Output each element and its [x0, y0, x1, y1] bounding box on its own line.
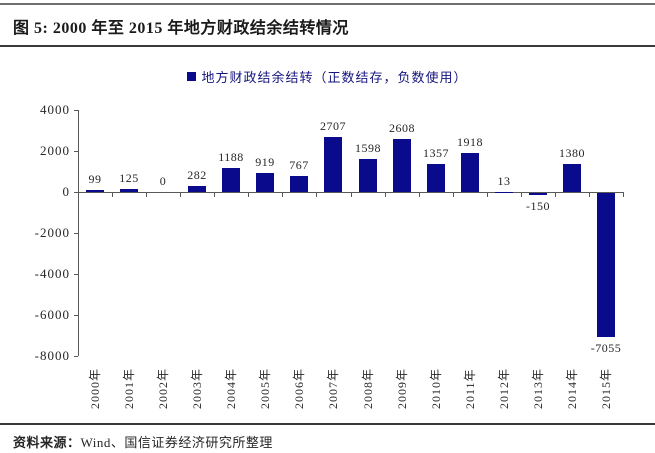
x-axis-tick: [78, 192, 79, 197]
figure-title: 图 5: 2000 年至 2015 年地方财政结余结转情况: [13, 20, 349, 37]
value-label: 2608: [389, 121, 415, 135]
bar-2015年: [597, 193, 615, 337]
title-divider: [0, 45, 655, 47]
top-rule: [0, 3, 655, 5]
x-axis-label: 2008年: [361, 367, 375, 409]
source-line: 资料来源：Wind、国信证券经济研究所整理: [13, 432, 643, 451]
x-axis-tick: [385, 192, 386, 197]
x-axis-label: 2001年: [122, 367, 136, 409]
bar-2001年: [120, 189, 138, 192]
x-axis-tick: [180, 192, 181, 197]
x-axis-tick: [248, 192, 249, 197]
x-axis-label: 2003年: [190, 367, 204, 409]
bar-2010年: [427, 164, 445, 192]
x-axis-label: 2006年: [292, 367, 306, 409]
x-axis-line: [78, 192, 623, 193]
value-label: 125: [119, 171, 139, 185]
value-label: 1380: [559, 146, 585, 160]
value-label: 2707: [320, 119, 346, 133]
value-label: 99: [88, 172, 102, 186]
x-axis-label: 2005年: [258, 367, 272, 409]
legend-label: 地方财政结余结转（正数结存，负数使用）: [201, 69, 468, 85]
value-label: 282: [187, 168, 207, 182]
y-axis-tick: [74, 110, 78, 111]
y-axis-tick: [74, 151, 78, 152]
x-axis-tick: [419, 192, 420, 197]
bar-2013年: [529, 193, 547, 196]
x-axis-tick: [589, 192, 590, 197]
x-axis-label: 2014年: [565, 367, 579, 409]
x-axis-label: 2002年: [156, 367, 170, 409]
source-prefix: 资料来源：: [13, 435, 81, 450]
bar-2008年: [359, 159, 377, 192]
y-axis-tick: [74, 356, 78, 357]
y-axis-tick: [74, 274, 78, 275]
value-label: 919: [255, 155, 275, 169]
x-axis-label: 2010年: [429, 367, 443, 409]
value-label: -150: [526, 199, 550, 213]
x-axis-label: 2011年: [463, 368, 477, 409]
y-axis-tick: [74, 315, 78, 316]
value-label: 1598: [355, 141, 381, 155]
value-label: 13: [497, 174, 511, 188]
x-axis-tick: [623, 192, 624, 197]
x-axis-label: 2004年: [224, 367, 238, 409]
bar-2007年: [324, 136, 342, 192]
y-axis-tick-label: 4000: [40, 102, 70, 117]
x-axis-tick: [351, 192, 352, 197]
value-label: 1188: [218, 150, 244, 164]
y-axis-tick-label: -8000: [34, 348, 70, 363]
x-axis-tick: [453, 192, 454, 197]
x-axis-label: 2015年: [599, 367, 613, 409]
value-label: 1357: [423, 146, 449, 160]
chart-legend: 地方财政结余结转（正数结存，负数使用）: [0, 66, 655, 86]
x-axis-tick: [316, 192, 317, 197]
y-axis-tick-label: -6000: [34, 307, 70, 322]
y-axis-tick-label: 0: [62, 184, 70, 199]
y-axis-tick-label: -2000: [34, 225, 70, 240]
bar-2003年: [188, 186, 206, 192]
x-axis-label: 2009年: [395, 367, 409, 409]
bar-2004年: [222, 167, 240, 192]
bar-2014年: [563, 163, 581, 192]
source-text: Wind、国信证券经济研究所整理: [80, 435, 273, 450]
bar-2006年: [290, 176, 308, 192]
value-label: 767: [289, 158, 309, 172]
value-label: 1918: [457, 135, 483, 149]
x-axis-label: 2013年: [531, 367, 545, 409]
x-axis-tick: [521, 192, 522, 197]
y-axis-line: [78, 110, 79, 356]
x-axis-tick: [487, 192, 488, 197]
x-axis-label: 2000年: [88, 367, 102, 409]
x-axis-tick: [282, 192, 283, 197]
bar-2011年: [461, 152, 479, 192]
value-label: -7055: [590, 341, 622, 355]
value-label: 0: [159, 174, 167, 188]
x-axis-tick: [555, 192, 556, 197]
x-axis-tick: [214, 192, 215, 197]
x-axis-tick: [112, 192, 113, 197]
y-axis-tick-label: -4000: [34, 266, 70, 281]
legend-swatch-icon: [187, 71, 197, 81]
bar-2005年: [256, 173, 274, 192]
bar-2000年: [86, 190, 104, 192]
x-axis-label: 2012年: [497, 367, 511, 409]
x-axis-tick: [146, 192, 147, 197]
x-axis-label: 2007年: [326, 367, 340, 409]
y-axis-tick: [74, 233, 78, 234]
bar-2009年: [393, 138, 411, 192]
y-axis-tick-label: 2000: [40, 143, 70, 158]
source-divider: [0, 423, 655, 425]
y-axis-tick: [74, 192, 78, 193]
